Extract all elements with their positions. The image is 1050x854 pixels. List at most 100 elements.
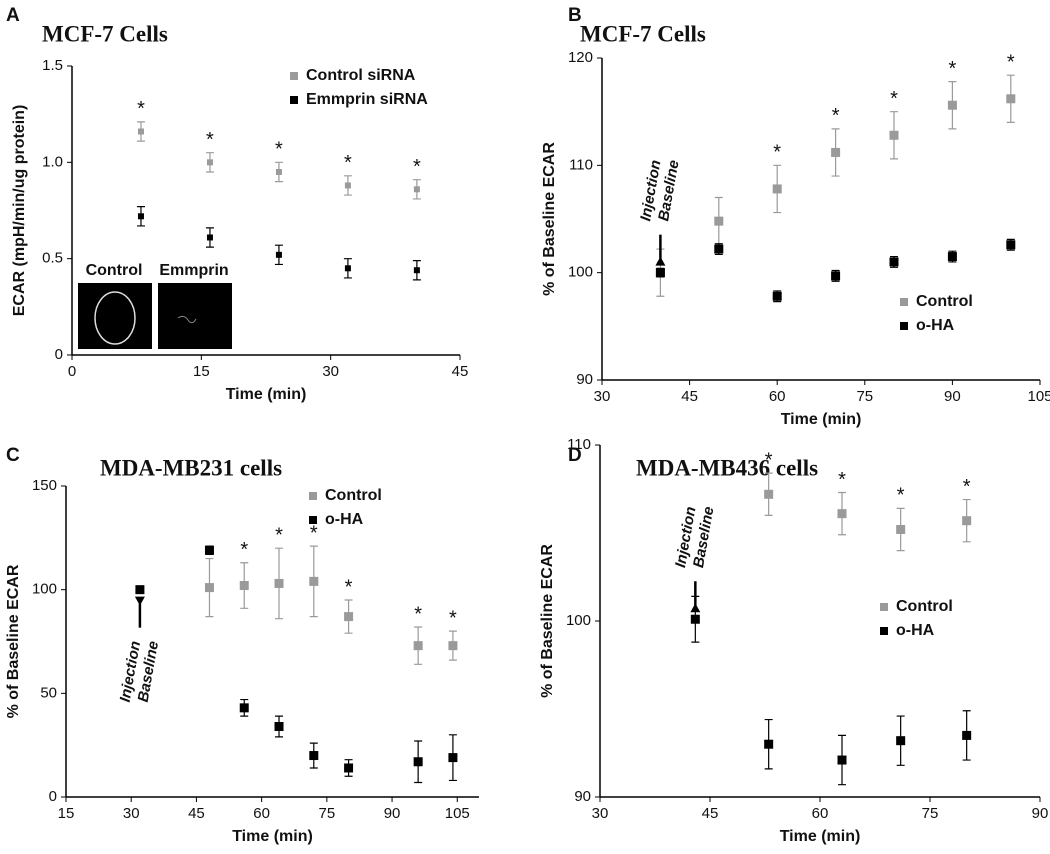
data-point xyxy=(274,578,284,588)
inset-label: Emmprin xyxy=(159,262,228,279)
legend-label: Emmprin siRNA xyxy=(306,91,428,108)
panel-label: B xyxy=(568,5,582,26)
data-point xyxy=(896,736,906,746)
legend-label: Control siRNA xyxy=(306,67,416,84)
y-axis-label: % of Baseline ECAR xyxy=(539,544,556,698)
y-tick-label: 90 xyxy=(576,371,593,388)
data-point xyxy=(239,581,249,591)
x-tick-label: 75 xyxy=(318,805,335,822)
legend-label: Control xyxy=(916,293,973,310)
x-tick-label: 15 xyxy=(58,805,75,822)
data-point xyxy=(947,100,957,110)
cell-outline xyxy=(177,315,197,324)
legend-marker xyxy=(309,492,317,500)
y-tick-label: 110 xyxy=(569,156,593,173)
x-tick-label: 60 xyxy=(253,805,270,822)
data-point xyxy=(309,751,319,761)
x-tick-label: 45 xyxy=(681,388,698,405)
significance-star: * xyxy=(413,156,421,178)
arrow-head xyxy=(134,596,145,606)
data-point xyxy=(206,159,213,166)
x-tick-label: 105 xyxy=(445,805,470,822)
data-point xyxy=(896,524,906,534)
data-point xyxy=(413,267,420,274)
legend-marker xyxy=(880,603,888,611)
significance-star: * xyxy=(345,576,353,598)
x-tick-label: 45 xyxy=(452,363,469,380)
data-point xyxy=(344,265,351,272)
data-point xyxy=(448,641,458,651)
x-tick-label: 45 xyxy=(702,805,719,822)
significance-star: * xyxy=(832,105,840,127)
x-tick-label: 45 xyxy=(188,805,205,822)
x-tick-label: 0 xyxy=(68,363,76,380)
data-point xyxy=(1006,94,1016,104)
y-tick-label: 0 xyxy=(49,788,57,805)
legend-label: o-HA xyxy=(325,511,364,528)
panel-label: A xyxy=(6,5,20,26)
legend-label: Control xyxy=(325,487,382,504)
data-point xyxy=(837,509,847,519)
significance-star: * xyxy=(773,142,781,164)
x-tick-label: 30 xyxy=(123,805,140,822)
inset-image xyxy=(78,283,152,349)
x-tick-label: 90 xyxy=(944,388,961,405)
data-point xyxy=(655,268,665,278)
inset-image xyxy=(158,283,232,349)
data-point xyxy=(344,763,354,773)
y-axis-label: % of Baseline ECAR xyxy=(5,564,22,718)
data-point xyxy=(137,128,144,135)
x-tick-label: 15 xyxy=(193,363,210,380)
data-point xyxy=(135,585,145,595)
legend-label: o-HA xyxy=(916,317,955,334)
data-point xyxy=(275,168,282,175)
significance-star: * xyxy=(344,152,352,174)
data-point xyxy=(714,244,724,254)
data-point xyxy=(889,130,899,140)
data-point xyxy=(413,757,423,767)
chart-title: MDA-MB231 cells xyxy=(100,455,282,480)
x-axis-label: Time (min) xyxy=(226,386,307,403)
legend-marker xyxy=(900,322,908,330)
x-tick-label: 105 xyxy=(1027,388,1050,405)
legend-label: o-HA xyxy=(896,622,935,639)
data-point xyxy=(1006,240,1016,250)
legend-marker xyxy=(309,516,317,524)
data-point xyxy=(831,147,841,157)
chart-title: MDA-MB436 cells xyxy=(636,455,818,480)
legend-label: Control xyxy=(896,598,953,615)
panel-label: C xyxy=(6,445,20,466)
x-tick-label: 75 xyxy=(856,388,873,405)
data-point xyxy=(137,213,144,220)
y-tick-label: 100 xyxy=(568,264,593,281)
data-point xyxy=(448,753,458,763)
significance-star: * xyxy=(1007,51,1015,73)
arrow-head xyxy=(690,603,701,613)
data-point xyxy=(764,489,774,499)
x-axis-label: Time (min) xyxy=(232,828,313,845)
x-tick-label: 60 xyxy=(769,388,786,405)
x-tick-label: 30 xyxy=(592,805,609,822)
y-tick-label: 110 xyxy=(567,436,591,453)
x-axis-label: Time (min) xyxy=(781,411,862,428)
x-tick-label: 30 xyxy=(594,388,611,405)
x-tick-label: 90 xyxy=(1032,805,1049,822)
x-tick-label: 60 xyxy=(812,805,829,822)
data-point xyxy=(413,186,420,193)
cell-outline xyxy=(94,291,136,345)
data-point xyxy=(962,516,972,526)
data-point xyxy=(344,612,354,622)
significance-star: * xyxy=(275,524,283,546)
significance-star: * xyxy=(890,88,898,110)
data-point xyxy=(204,583,214,593)
x-axis-label: Time (min) xyxy=(780,828,861,845)
significance-star: * xyxy=(897,485,905,507)
legend-marker xyxy=(900,298,908,306)
data-point xyxy=(772,184,782,194)
y-tick-label: 1.0 xyxy=(42,153,63,170)
panel-label: D xyxy=(568,445,582,466)
inset-label: Control xyxy=(86,262,143,279)
y-tick-label: 0 xyxy=(55,346,63,363)
significance-star: * xyxy=(310,522,318,544)
chart-title: MCF-7 Cells xyxy=(42,21,168,46)
